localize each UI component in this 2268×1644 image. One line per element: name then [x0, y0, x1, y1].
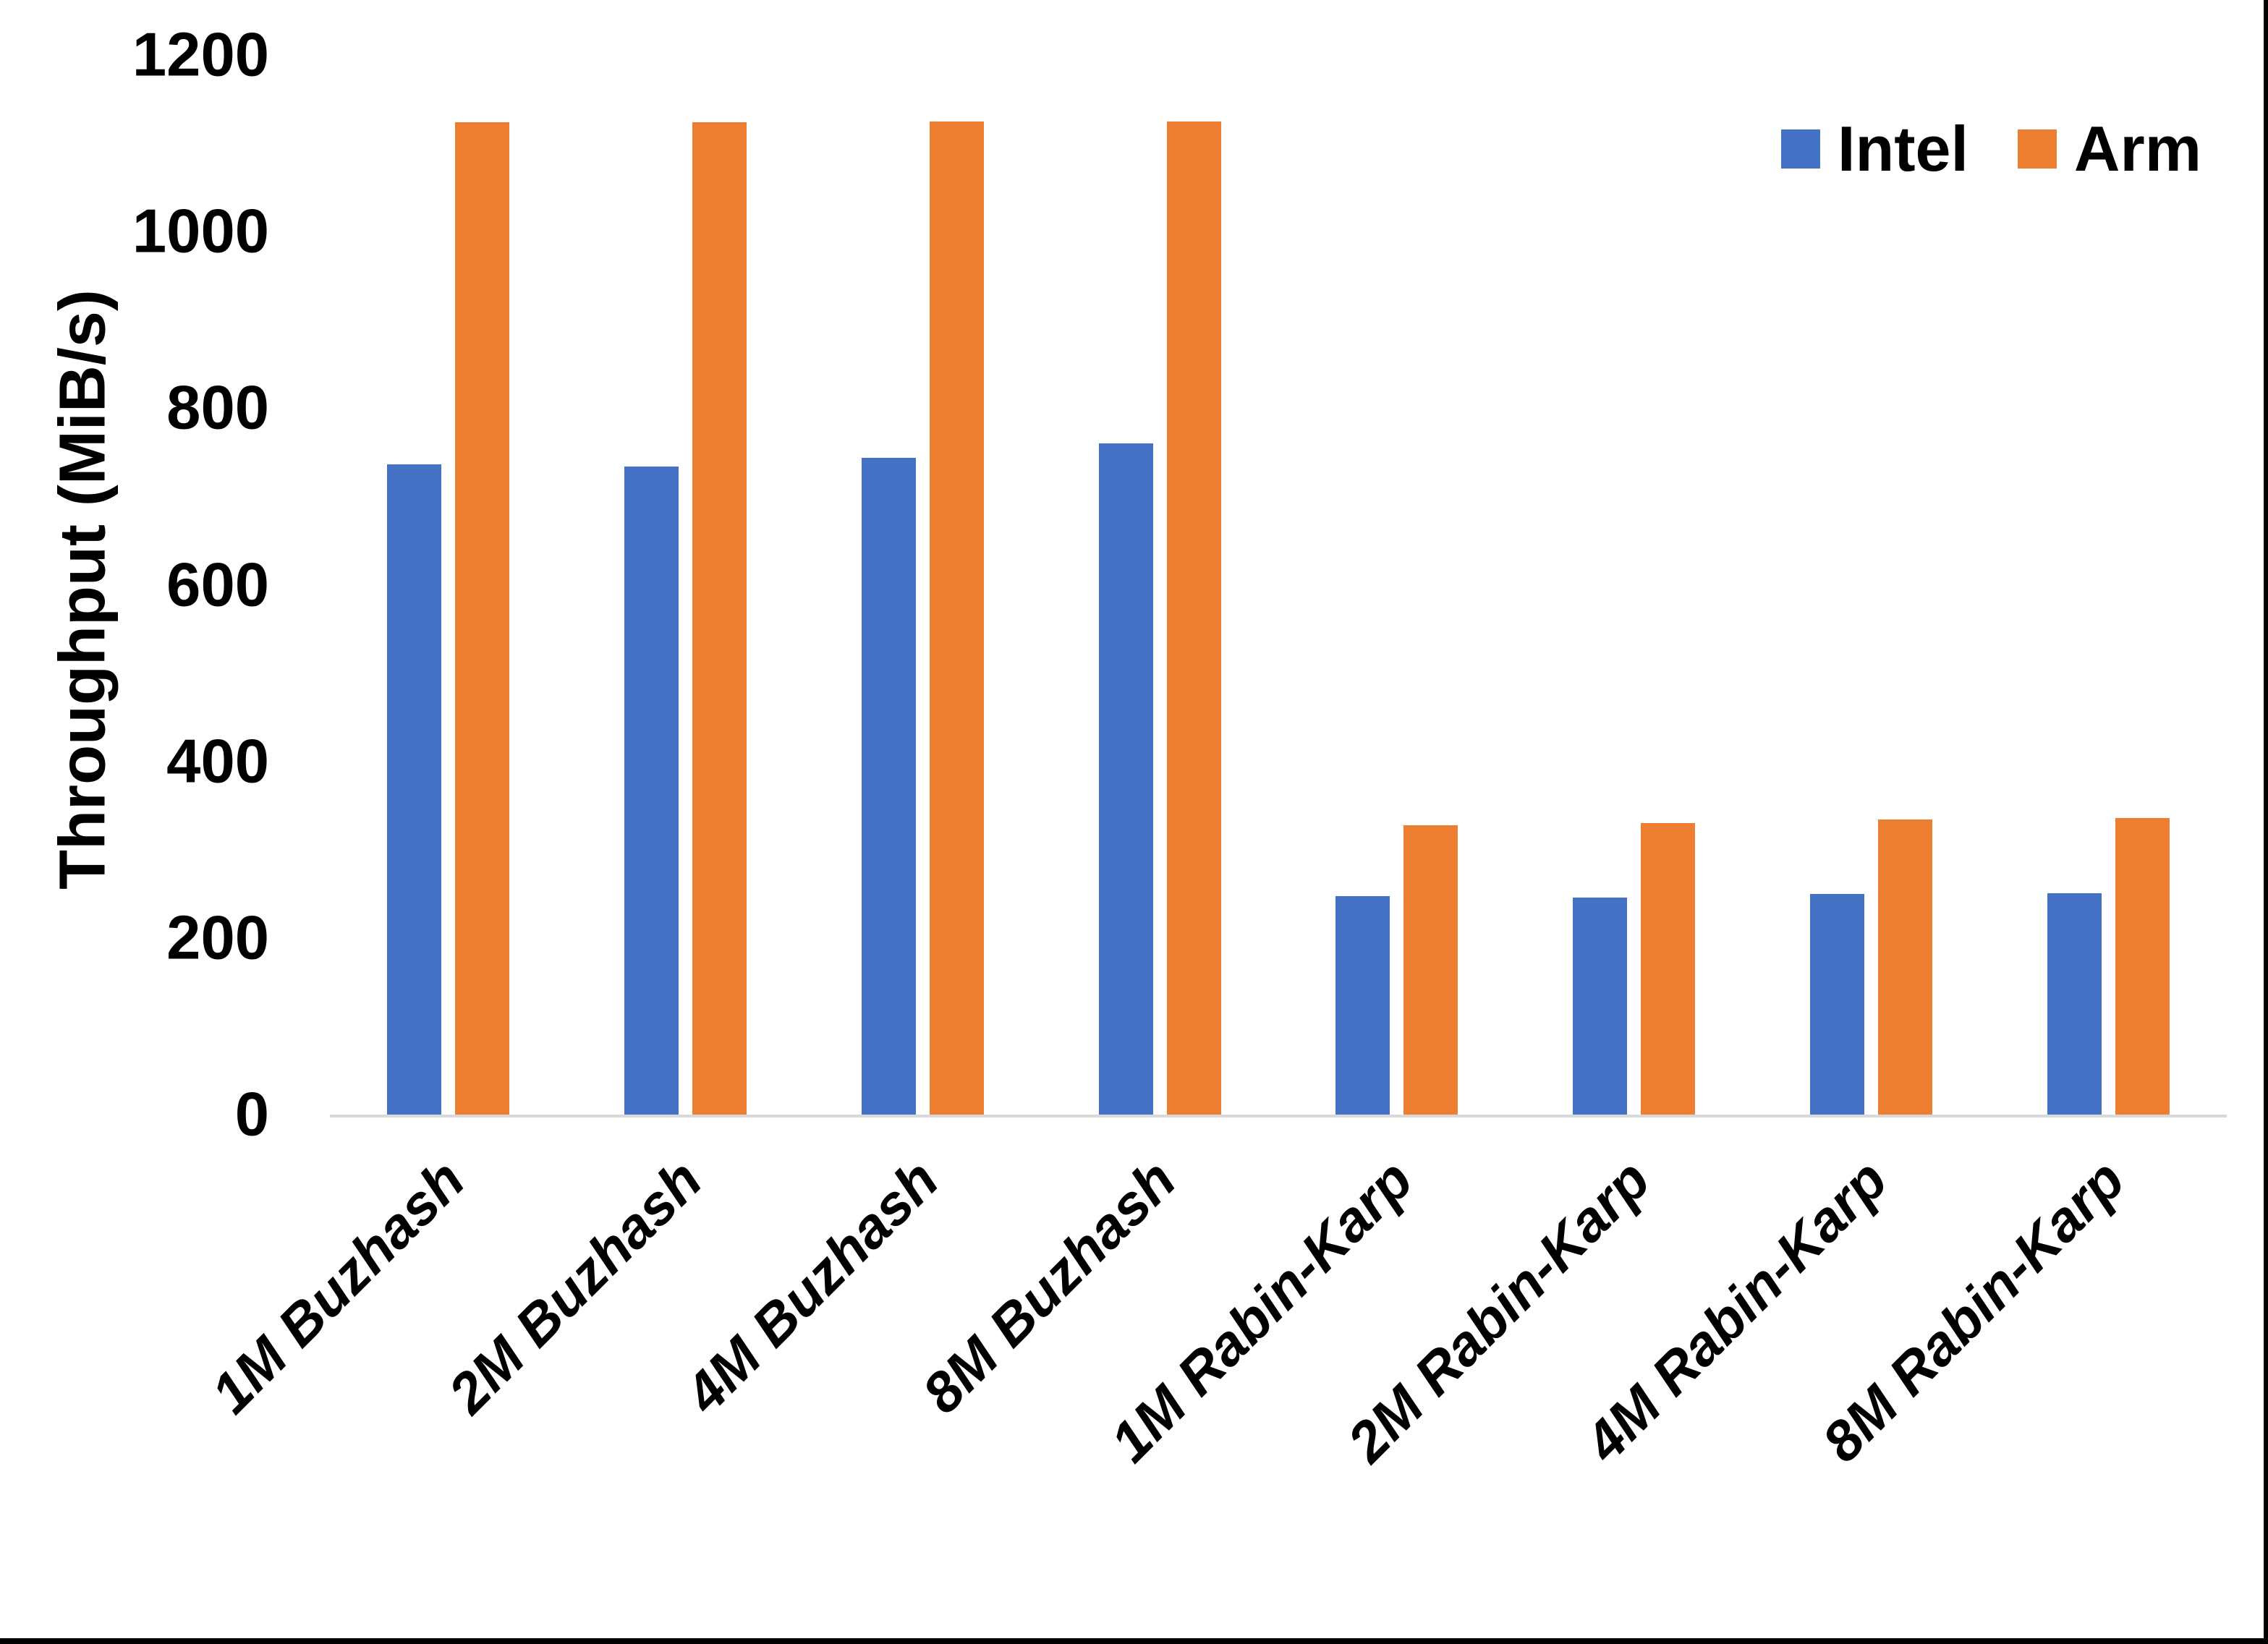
bar-intel: [1573, 897, 1628, 1115]
plot-area: [330, 55, 2227, 1117]
bar-group: [804, 55, 1042, 1115]
y-tick-label-600: 600: [166, 550, 269, 619]
bar-group: [1753, 55, 1990, 1115]
bar-intel: [387, 464, 442, 1115]
y-tick-label-1000: 1000: [132, 197, 269, 266]
legend-swatch-arm: [2017, 129, 2057, 169]
legend-item-arm: Arm: [2017, 112, 2201, 187]
x-category-label: 4M Buzhash: [673, 1147, 951, 1426]
bar-intel: [2047, 893, 2102, 1115]
legend: Intel Arm: [1781, 112, 2201, 187]
bar-intel: [861, 457, 916, 1115]
screenshot-bottom-border: [0, 1638, 2268, 1644]
bar-arm: [1166, 121, 1221, 1115]
legend-label-arm: Arm: [2073, 113, 2201, 184]
bar-arm: [1403, 825, 1458, 1115]
bar-arm: [929, 121, 984, 1115]
screenshot-right-border: [2264, 0, 2268, 1644]
x-axis-line: [330, 1115, 2227, 1117]
bar-group: [567, 55, 804, 1115]
bar-group: [1989, 55, 2227, 1115]
bars-container: [330, 55, 2227, 1115]
y-axis-title: Throughput (MiB/s): [46, 289, 119, 890]
y-tick-label-800: 800: [166, 373, 269, 443]
legend-label-intel: Intel: [1838, 113, 1968, 184]
x-category-label: 1M Buzhash: [198, 1147, 477, 1426]
bar-group: [330, 55, 567, 1115]
bar-intel: [1809, 893, 1864, 1115]
bar-arm: [692, 122, 747, 1115]
bar-arm: [1641, 823, 1696, 1115]
legend-swatch-intel: [1781, 129, 1820, 169]
legend-item-intel: Intel: [1781, 112, 1968, 187]
bar-intel: [1335, 896, 1390, 1115]
bar-group: [1041, 55, 1278, 1115]
bar-intel: [624, 466, 679, 1115]
bar-group: [1516, 55, 1753, 1115]
bar-arm: [1877, 819, 1932, 1115]
y-tick-label-200: 200: [166, 903, 269, 973]
bar-intel: [1098, 443, 1153, 1115]
bar-arm: [455, 122, 510, 1115]
y-tick-label-0: 0: [234, 1080, 269, 1149]
y-tick-label-1200: 1200: [132, 20, 269, 90]
x-category-label: 2M Buzhash: [436, 1147, 714, 1426]
bar-arm: [2115, 817, 2170, 1115]
y-tick-label-400: 400: [166, 727, 269, 796]
bar-group: [1278, 55, 1516, 1115]
